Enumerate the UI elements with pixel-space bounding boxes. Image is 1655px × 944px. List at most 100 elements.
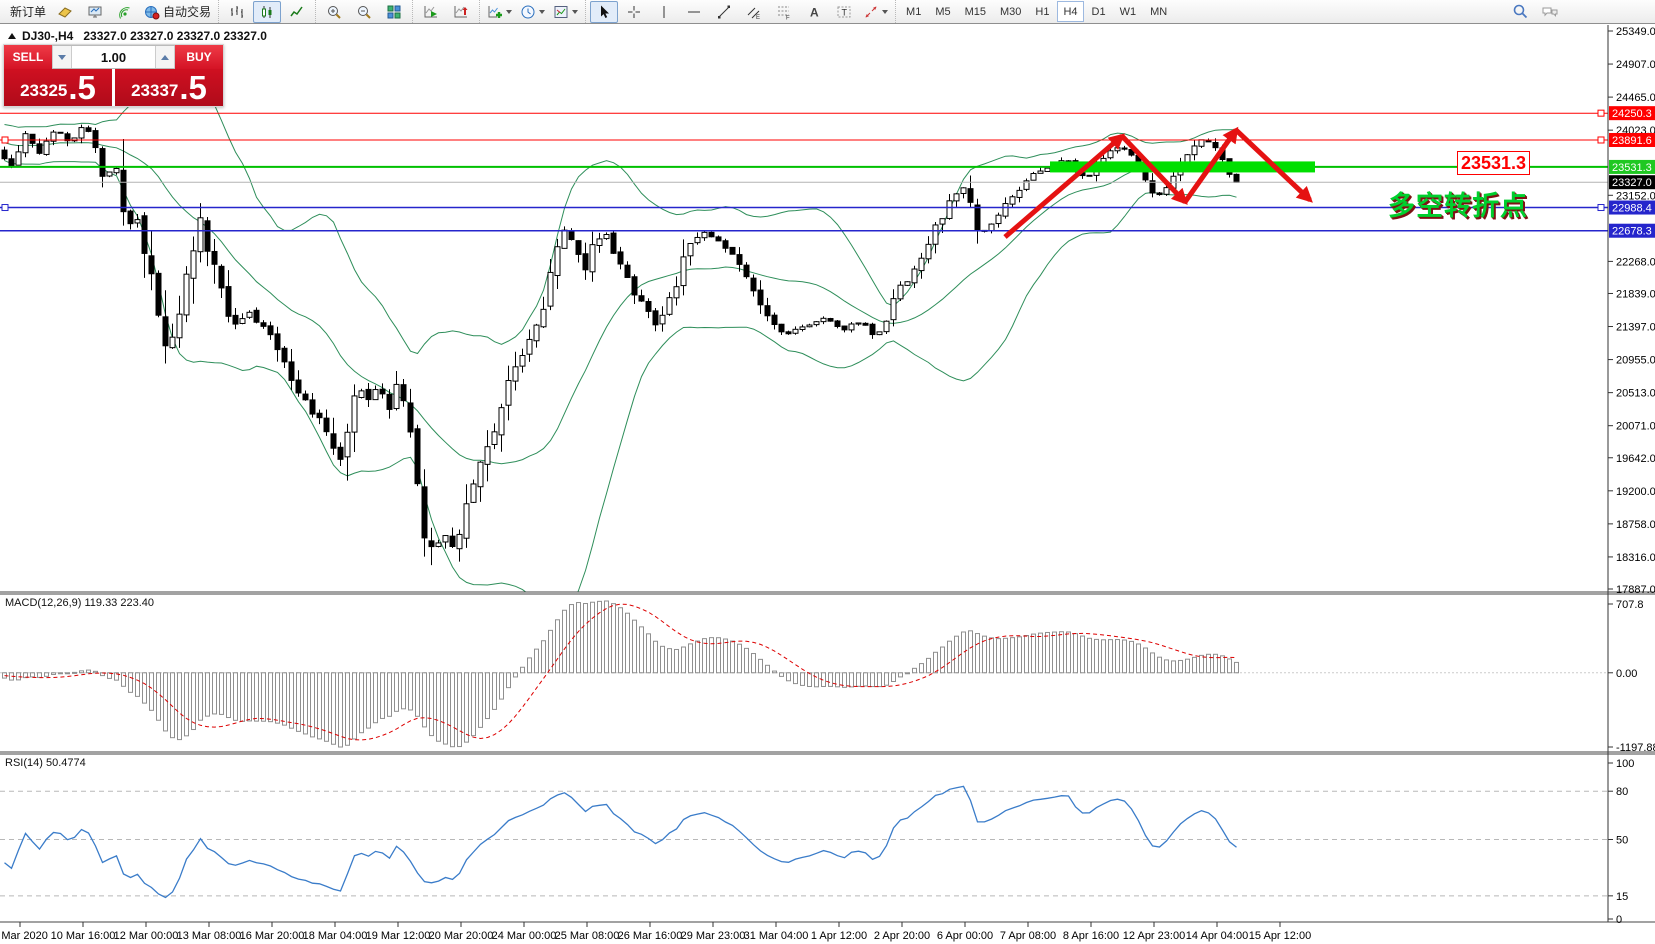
market-watch-button[interactable] xyxy=(51,1,79,23)
chart-shift-button[interactable] xyxy=(447,1,475,23)
svg-text:18758.0: 18758.0 xyxy=(1616,519,1655,531)
equidistant-channel-icon: E xyxy=(746,4,762,20)
horizontal-line-tool-button[interactable] xyxy=(680,1,708,23)
svg-text:0: 0 xyxy=(1616,914,1622,926)
svg-text:100: 100 xyxy=(1616,758,1634,770)
add-indicator-caret[interactable] xyxy=(506,9,513,14)
turning-point-annotation[interactable]: 多空转折点 xyxy=(1388,191,1528,221)
text-tool-icon: A xyxy=(806,4,822,20)
arrows-tool-button[interactable] xyxy=(860,1,891,23)
tile-windows-button[interactable] xyxy=(380,1,408,23)
svg-text:12 Apr 23:00: 12 Apr 23:00 xyxy=(1123,930,1185,942)
svg-text:31 Mar 04:00: 31 Mar 04:00 xyxy=(744,930,809,942)
timeframe-button-m30[interactable]: M30 xyxy=(1000,5,1022,18)
periods-button[interactable] xyxy=(517,1,548,23)
auto-scroll-button[interactable] xyxy=(417,1,445,23)
timeframe-button-w1[interactable]: W1 xyxy=(1119,5,1137,18)
sell-price-display[interactable]: 23325.5 xyxy=(4,69,112,106)
sell-price-main: 23325 xyxy=(20,81,68,100)
svg-text:15 Apr 12:00: 15 Apr 12:00 xyxy=(1249,930,1311,942)
svg-text:9 Mar 2020: 9 Mar 2020 xyxy=(0,930,48,942)
svg-text:50: 50 xyxy=(1616,835,1628,847)
buy-price-display[interactable]: 23337.5 xyxy=(115,69,223,106)
zoom-in-button[interactable] xyxy=(320,1,348,23)
toolbar-right-group xyxy=(1505,1,1655,23)
svg-text:24907.0: 24907.0 xyxy=(1616,59,1655,71)
auto-trading-button[interactable]: 自动交易 xyxy=(141,1,214,23)
new-order-button[interactable]: 新订单 xyxy=(4,1,49,23)
vertical-line-tool-button[interactable] xyxy=(650,1,678,23)
add-indicator-button[interactable] xyxy=(484,1,515,23)
svg-text:13 Mar 08:00: 13 Mar 08:00 xyxy=(177,930,242,942)
signals-button[interactable] xyxy=(111,1,139,23)
chart-canvas[interactable]: 25349.024907.024465.024023.023152.022268… xyxy=(0,23,1655,944)
svg-text:17887.0: 17887.0 xyxy=(1616,584,1655,596)
market-watch-icon xyxy=(57,4,73,20)
svg-text:7 Apr 08:00: 7 Apr 08:00 xyxy=(1000,930,1056,942)
cursor-tool-button[interactable] xyxy=(590,0,619,23)
timeframe-button-m5[interactable]: M5 xyxy=(935,5,951,18)
volume-input[interactable]: 1.00 xyxy=(100,49,127,65)
timeframe-button-h1[interactable]: H1 xyxy=(1035,5,1050,18)
macd-histogram-layer xyxy=(2,600,1239,748)
svg-text:29 Mar 23:00: 29 Mar 23:00 xyxy=(681,930,746,942)
chat-icon xyxy=(1541,4,1559,20)
svg-text:25 Mar 08:00: 25 Mar 08:00 xyxy=(555,930,620,942)
timeframe-button-d1[interactable]: D1 xyxy=(1091,5,1106,18)
order-group: 新订单 自动交易 xyxy=(0,0,218,23)
main-toolbar: 新订单 自动交易 xyxy=(0,0,1655,24)
vertical-line-icon xyxy=(656,4,672,20)
trendline-tool-button[interactable] xyxy=(710,1,738,23)
terminal-button[interactable] xyxy=(81,1,109,23)
arrows-icon xyxy=(863,4,879,20)
macd-indicator-label: MACD(12,26,9) 119.33 223.40 xyxy=(5,597,154,609)
horizontal-line-icon xyxy=(686,4,702,20)
svg-text:F: F xyxy=(786,15,790,20)
chat-button[interactable] xyxy=(1536,1,1564,23)
templates-caret[interactable] xyxy=(572,9,579,14)
svg-text:20955.0: 20955.0 xyxy=(1616,355,1655,367)
text-tool-button[interactable]: A xyxy=(800,1,828,23)
svg-text:80: 80 xyxy=(1616,786,1628,798)
timeframe-button-m15[interactable]: M15 xyxy=(964,5,986,18)
buy-button[interactable]: BUY xyxy=(175,45,223,69)
svg-text:24 Mar 00:00: 24 Mar 00:00 xyxy=(492,930,557,942)
volume-decrease-button[interactable] xyxy=(52,46,72,68)
arrows-caret[interactable] xyxy=(882,9,889,14)
equidistant-channel-tool-button[interactable]: E xyxy=(740,1,768,23)
timeframe-button-m1[interactable]: M1 xyxy=(906,5,922,18)
svg-text:16 Mar 20:00: 16 Mar 20:00 xyxy=(240,930,305,942)
svg-text:19642.0: 19642.0 xyxy=(1616,453,1655,465)
bollinger-bands-layer xyxy=(4,55,1237,592)
drawing-tools-group: E F A T xyxy=(585,0,895,23)
buy-price-main: 23337 xyxy=(131,81,179,100)
text-label-icon: T xyxy=(836,4,852,20)
candlestick-chart-button[interactable] xyxy=(253,0,282,23)
svg-text:15: 15 xyxy=(1616,891,1628,903)
rsi-indicator-label: RSI(14) 50.4774 xyxy=(5,757,86,769)
search-icon xyxy=(1512,3,1529,20)
search-button[interactable] xyxy=(1506,1,1534,23)
chart-shift-icon xyxy=(453,4,469,20)
crosshair-tool-button[interactable] xyxy=(620,1,648,23)
bar-chart-button[interactable] xyxy=(223,1,251,23)
chart-symbol-period: DJ30-,H4 xyxy=(22,29,74,43)
svg-text:21397.0: 21397.0 xyxy=(1616,322,1655,334)
timeframe-button-mn[interactable]: MN xyxy=(1150,5,1168,18)
svg-text:19 Mar 12:00: 19 Mar 12:00 xyxy=(366,930,431,942)
collapse-panel-icon[interactable] xyxy=(8,33,16,39)
text-label-tool-button[interactable]: T xyxy=(830,1,858,23)
macd-axis: 707.8 0.00 -1197.88 xyxy=(1608,599,1655,754)
volume-increase-button[interactable] xyxy=(155,46,175,68)
zoom-out-button[interactable] xyxy=(350,1,378,23)
templates-button[interactable] xyxy=(550,1,581,23)
timeframe-button-h4[interactable]: H4 xyxy=(1057,1,1084,22)
svg-text:707.8: 707.8 xyxy=(1616,599,1644,611)
periods-caret[interactable] xyxy=(539,9,546,14)
sell-button[interactable]: SELL xyxy=(4,45,52,69)
level-price-callout[interactable]: 23531.3 xyxy=(1457,151,1531,175)
fibonacci-tool-button[interactable]: F xyxy=(770,1,798,23)
line-chart-button[interactable] xyxy=(283,1,311,23)
horizontal-lines-layer xyxy=(0,109,1608,232)
